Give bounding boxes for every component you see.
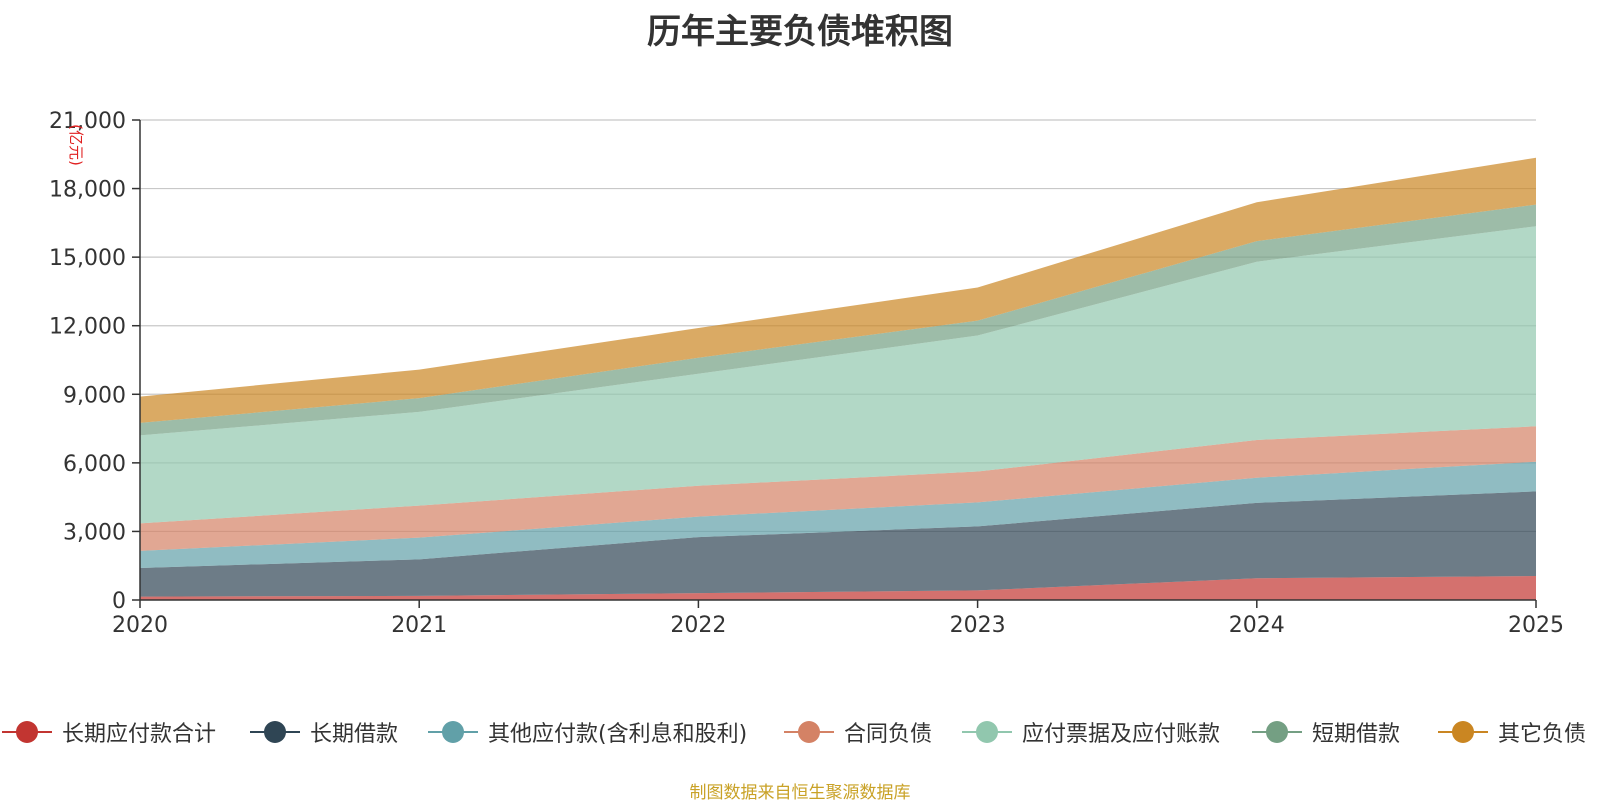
legend-marker-icon — [2, 721, 52, 743]
y-tick-label: 0 — [112, 589, 126, 614]
area-series — [140, 157, 1536, 600]
legend: 长期应付款合计 长期借款 其他应付款(含利息和股利) 合同负债 应付票据及应付账款 短期借… — [0, 712, 1600, 752]
y-tick-label: 9,000 — [63, 383, 126, 408]
source-note: 制图数据来自恒生聚源数据库 — [689, 783, 911, 803]
y-axis-unit-label: (亿元) — [67, 124, 85, 166]
area-series-合同负债[interactable] — [140, 426, 1536, 551]
legend-item[interactable]: 应付票据及应付账款 — [962, 712, 1220, 752]
legend-item[interactable]: 合同负债 — [784, 712, 932, 752]
chart-title: 历年主要负债堆积图 — [647, 12, 953, 52]
y-tick-label: 15,000 — [49, 246, 126, 271]
area-series-应付票据及应付账款[interactable] — [140, 226, 1536, 524]
legend-item[interactable]: 其它负债 — [1438, 712, 1586, 752]
legend-item[interactable]: 短期借款 — [1252, 712, 1400, 752]
x-tick-label: 2021 — [391, 613, 447, 638]
legend-marker-icon — [1438, 721, 1488, 743]
legend-marker-icon — [1252, 721, 1302, 743]
legend-label: 长期应付款合计 — [62, 722, 217, 747]
area-series-长期借款[interactable] — [140, 491, 1536, 597]
legend-label: 其他应付款(含利息和股利) — [488, 722, 748, 747]
y-tick-label: 12,000 — [49, 315, 126, 340]
legend-label: 长期借款 — [310, 722, 399, 747]
y-tick-label: 6,000 — [63, 452, 126, 477]
legend-label: 其它负债 — [1498, 722, 1587, 747]
legend-item[interactable]: 其他应付款(含利息和股利) — [428, 712, 747, 752]
y-tick-label: 18,000 — [49, 178, 126, 203]
x-tick-label: 2023 — [950, 613, 1006, 638]
legend-marker-icon — [962, 721, 1012, 743]
legend-marker-icon — [428, 721, 478, 743]
legend-marker-icon — [784, 721, 834, 743]
y-tick-label: 21,000 — [49, 109, 126, 134]
legend-marker-icon — [250, 721, 300, 743]
legend-item[interactable]: 长期借款 — [250, 712, 398, 752]
legend-item[interactable]: 长期应付款合计 — [2, 712, 216, 752]
axes: 0 3,000 6,000 9,000 12,000 15,000 18,000 21,000… — [49, 109, 1564, 638]
legend-label: 合同负债 — [844, 722, 933, 747]
x-tick-label: 2024 — [1229, 613, 1285, 638]
legend-label: 短期借款 — [1312, 722, 1401, 747]
x-tick-label: 2025 — [1508, 613, 1564, 638]
area-series-长期应付款合计[interactable] — [140, 576, 1536, 600]
area-series-其他应付款(含利息和股利)[interactable] — [140, 461, 1536, 568]
x-tick-label: 2022 — [670, 613, 726, 638]
y-tick-label: 3,000 — [63, 520, 126, 545]
area-series-其它负债[interactable] — [140, 157, 1536, 423]
x-tick-label: 2020 — [112, 613, 168, 638]
area-series-短期借款[interactable] — [140, 204, 1536, 436]
legend-label: 应付票据及应付账款 — [1022, 722, 1221, 747]
